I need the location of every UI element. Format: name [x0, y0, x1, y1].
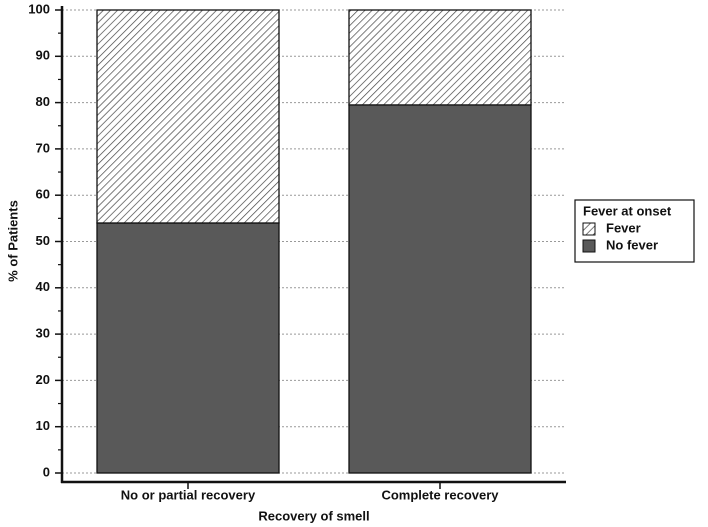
bars — [96, 9, 532, 474]
x-axis-label: Recovery of smell — [258, 508, 369, 523]
y-tick-label: 40 — [36, 279, 50, 294]
legend-swatch — [582, 222, 596, 236]
bar-segment — [348, 104, 532, 474]
bar-segment — [96, 9, 280, 224]
legend-swatch — [582, 239, 596, 253]
bar-segment — [348, 9, 532, 106]
y-tick-label: 30 — [36, 326, 50, 341]
y-tick-label: 70 — [36, 140, 50, 155]
y-tick-label: 60 — [36, 187, 50, 202]
legend-title: Fever at onset — [583, 203, 672, 218]
legend-label: Fever — [606, 220, 641, 235]
bar-segment — [96, 222, 280, 474]
y-tick-label: 10 — [36, 418, 50, 433]
y-tick-label: 100 — [28, 1, 50, 16]
y-tick-label: 0 — [43, 464, 50, 479]
y-tick-label: 90 — [36, 48, 50, 63]
y-tick-label: 20 — [36, 372, 50, 387]
x-tick-label: Complete recovery — [381, 487, 499, 502]
y-tick-label: 50 — [36, 233, 50, 248]
y-tick-label: 80 — [36, 94, 50, 109]
y-axis-label: % of Patients — [5, 200, 20, 282]
x-tick-label: No or partial recovery — [121, 487, 256, 502]
legend-label: No fever — [606, 237, 658, 252]
